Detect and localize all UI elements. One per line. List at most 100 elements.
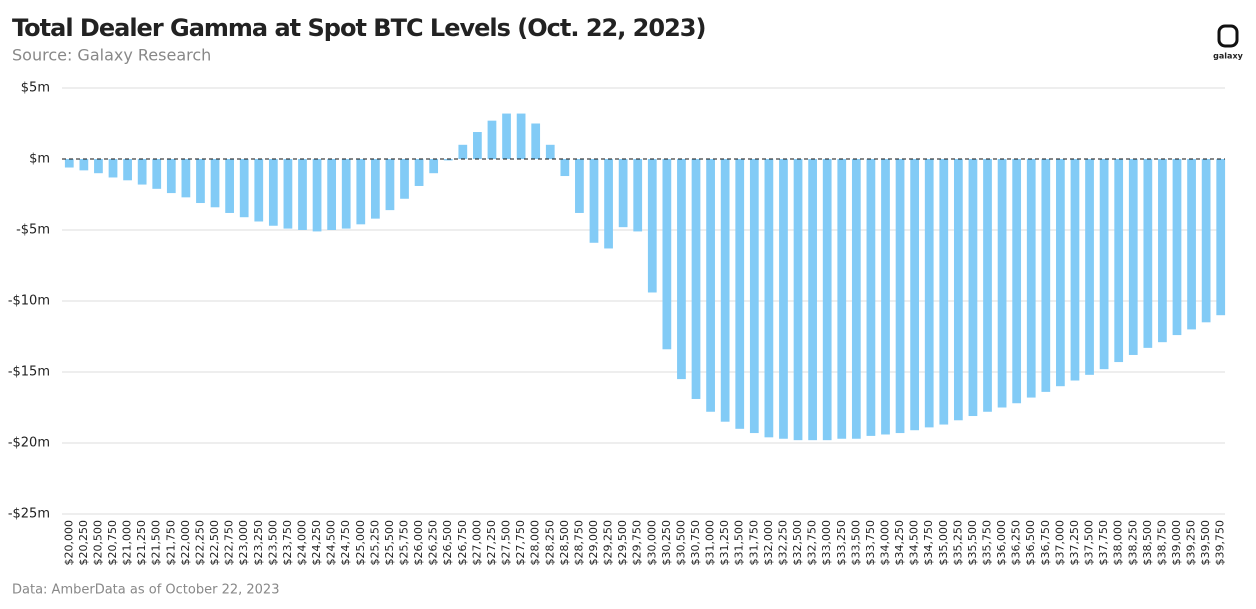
- x-tick-label: $37,250: [1068, 520, 1081, 566]
- bar: [866, 159, 876, 436]
- x-tick-label: $36,000: [995, 520, 1008, 566]
- x-tick-label: $37,750: [1097, 520, 1110, 566]
- bar: [1187, 159, 1196, 330]
- bar: [1056, 159, 1065, 387]
- x-tick-label: $29,000: [587, 520, 600, 566]
- bar: [502, 113, 511, 159]
- x-tick-label: $25,250: [368, 520, 381, 566]
- bar: [137, 159, 147, 185]
- x-tick-label: $31,250: [718, 520, 731, 566]
- x-tick-label: $32,250: [776, 520, 789, 566]
- bar: [837, 159, 847, 439]
- bar: [1070, 159, 1080, 381]
- bar: [225, 159, 234, 213]
- x-tick-label: $28,250: [543, 520, 556, 566]
- y-tick-label: -$10m: [8, 294, 50, 309]
- bar: [1026, 159, 1036, 398]
- y-tick-label: -$20m: [8, 436, 50, 451]
- x-tick-label: $38,750: [1155, 520, 1168, 566]
- x-tick-label: $21,500: [150, 520, 163, 566]
- bar: [123, 159, 132, 181]
- bar: [589, 159, 599, 243]
- bar: [618, 159, 628, 228]
- x-tick-label: $30,750: [689, 520, 702, 566]
- x-tick-label: $39,250: [1185, 520, 1198, 566]
- bar: [94, 159, 103, 174]
- bar: [633, 159, 643, 232]
- bar: [196, 159, 205, 204]
- bar: [1099, 159, 1109, 370]
- bar: [1085, 159, 1094, 375]
- bar: [968, 159, 978, 417]
- x-tick-label: $29,500: [616, 520, 629, 566]
- y-tick-label: $m: [29, 152, 50, 167]
- x-tick-label: $31,000: [704, 520, 717, 566]
- bar: [370, 159, 380, 219]
- x-tick-label: $38,250: [1126, 520, 1139, 566]
- bar: [298, 159, 307, 230]
- x-tick-label: $30,000: [645, 520, 658, 566]
- x-tick-label: $21,000: [121, 520, 134, 566]
- bar: [1172, 159, 1182, 336]
- bar: [283, 159, 293, 229]
- bar: [764, 159, 774, 438]
- x-tick-label: $34,250: [893, 520, 906, 566]
- x-tick-label: $26,250: [427, 520, 440, 566]
- bar: [254, 159, 264, 222]
- x-tick-label: $38,500: [1141, 520, 1154, 566]
- x-tick-label: $24,750: [339, 520, 352, 566]
- x-tick-label: $27,250: [485, 520, 498, 566]
- bar: [706, 159, 715, 412]
- bar: [312, 159, 322, 232]
- bar: [881, 159, 890, 435]
- bar: [851, 159, 861, 439]
- bar: [604, 159, 613, 249]
- x-tick-label: $33,250: [835, 520, 848, 566]
- bar: [895, 159, 905, 434]
- x-tick-label: $28,500: [558, 520, 571, 566]
- bar: [152, 159, 162, 189]
- x-tick-label: $24,500: [325, 520, 338, 566]
- bar: [473, 132, 482, 159]
- x-tick-label: $36,250: [1010, 520, 1023, 566]
- x-tick-label: $20,000: [62, 520, 75, 566]
- logo: galaxy: [1213, 24, 1244, 61]
- x-tick-label: $23,500: [266, 520, 279, 566]
- x-tick-label: $32,750: [806, 520, 819, 566]
- bar: [662, 159, 672, 350]
- x-tick-label: $27,500: [500, 520, 513, 566]
- bar: [677, 159, 686, 380]
- bar: [575, 159, 584, 213]
- x-tick-label: $23,750: [281, 520, 294, 566]
- chart-subtitle: Source: Galaxy Research: [12, 46, 211, 65]
- x-tick-label: $30,500: [674, 520, 687, 566]
- x-tick-label: $23,250: [252, 520, 265, 566]
- x-tick-label: $33,750: [864, 520, 877, 566]
- bar: [166, 159, 176, 194]
- x-tick-label: $36,500: [1024, 520, 1037, 566]
- x-tick-label: $28,750: [572, 520, 585, 566]
- bar: [1012, 159, 1022, 404]
- bar: [385, 159, 395, 211]
- x-tick-label: $22,750: [223, 520, 236, 566]
- bar: [516, 113, 526, 159]
- bar: [414, 159, 424, 186]
- x-tick-label: $25,500: [383, 520, 396, 566]
- x-tick-label: $26,750: [456, 520, 469, 566]
- x-tick-label: $26,500: [441, 520, 454, 566]
- x-tick-label: $36,750: [1039, 520, 1052, 566]
- x-tick-label: $32,500: [791, 520, 804, 566]
- bar: [458, 144, 468, 159]
- logo-text: galaxy: [1213, 52, 1243, 61]
- x-tick-label: $31,750: [747, 520, 760, 566]
- x-tick-label: $27,000: [470, 520, 483, 566]
- bar: [953, 159, 963, 421]
- y-tick-label: -$15m: [8, 365, 50, 380]
- bar: [64, 159, 74, 168]
- x-tick-label: $34,750: [922, 520, 935, 566]
- x-tick-label: $21,250: [135, 520, 148, 566]
- bar: [735, 159, 745, 429]
- x-tick-label: $35,750: [981, 520, 994, 566]
- x-tick-label: $26,000: [412, 520, 425, 566]
